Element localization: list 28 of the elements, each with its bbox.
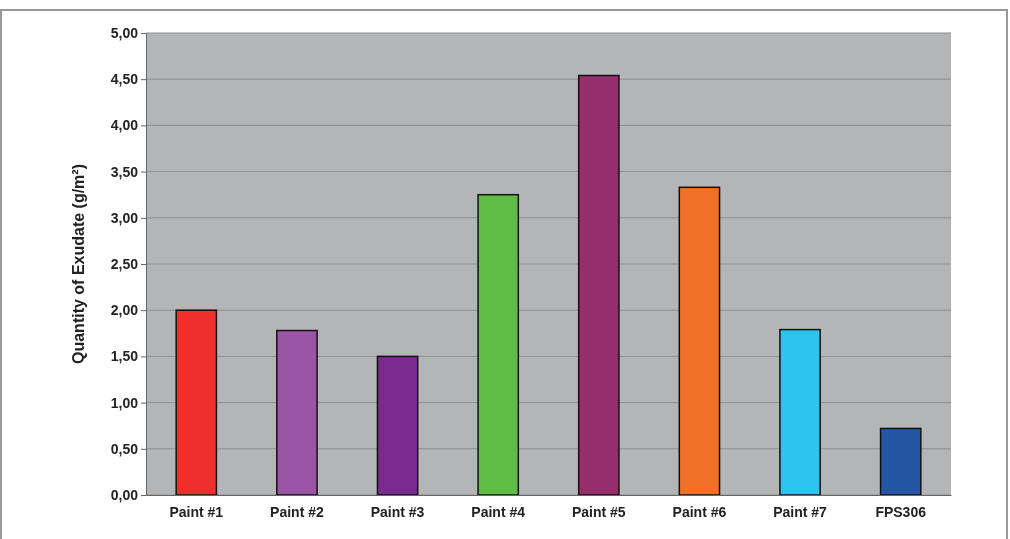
x-tick-label: Paint #1 [169,503,224,520]
y-tick-label: 2,50 [110,255,139,272]
bar [779,328,821,496]
bar [276,329,318,496]
y-tick-label: 5,00 [110,24,139,41]
bar [678,186,721,496]
bar [477,193,520,496]
x-tick-label: FPS306 [875,503,927,520]
y-tick-label: 1,50 [110,348,139,365]
bar [175,309,218,496]
y-tick-label: 0,00 [110,486,139,503]
x-tick-label: Paint #3 [370,503,425,520]
y-tick-label: 4,50 [110,71,139,88]
y-tick-label: 1,00 [110,394,139,411]
y-tick-label: 3,50 [110,163,139,180]
x-tick-label: Paint #5 [571,503,626,520]
y-axis-title: Quantity of Exudate (g/m²) [70,164,87,364]
x-tick-label: Paint #6 [672,503,727,520]
x-tick-label: Paint #2 [270,503,324,520]
x-tick-label: Paint #4 [471,503,526,520]
bar [577,74,620,496]
bar [376,355,419,496]
y-tick-label: 0,50 [110,440,139,457]
x-tick-label: Paint #7 [773,503,828,520]
y-tick-label: 2,00 [110,302,139,319]
bar [879,427,922,496]
y-tick-label: 4,00 [110,117,139,134]
y-tick-label: 3,00 [110,209,139,226]
